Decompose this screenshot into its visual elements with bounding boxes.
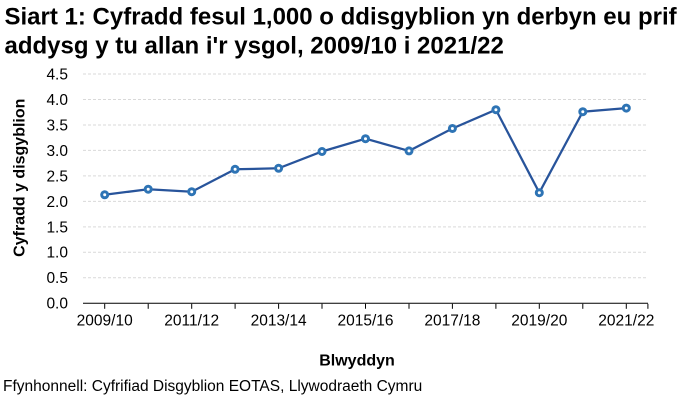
svg-text:4.0: 4.0: [46, 92, 68, 109]
svg-text:2011/12: 2011/12: [164, 313, 219, 330]
svg-text:addysg y tu allan i'r ysgol, 2: addysg y tu allan i'r ysgol, 2009/10 i 2…: [5, 32, 504, 59]
svg-text:1.0: 1.0: [46, 245, 68, 262]
svg-text:2013/14: 2013/14: [251, 313, 307, 330]
svg-text:Blwyddyn: Blwyddyn: [319, 353, 395, 370]
svg-text:2019/20: 2019/20: [511, 313, 567, 330]
svg-text:3.0: 3.0: [46, 143, 68, 160]
svg-text:Ffynhonnell: Cyfrifiad Disgybl: Ffynhonnell: Cyfrifiad Disgyblion EOTAS,…: [3, 378, 422, 395]
svg-text:2017/18: 2017/18: [424, 313, 480, 330]
svg-text:2009/10: 2009/10: [77, 313, 133, 330]
svg-text:1.5: 1.5: [46, 219, 68, 236]
svg-text:2.0: 2.0: [46, 194, 68, 211]
svg-text:3.5: 3.5: [46, 117, 68, 134]
svg-text:0.5: 0.5: [46, 270, 68, 287]
svg-text:0.0: 0.0: [46, 296, 68, 313]
svg-text:Cyfradd y disgyblion: Cyfradd y disgyblion: [12, 99, 29, 257]
svg-text:2.5: 2.5: [46, 168, 68, 185]
svg-text:Siart 1: Cyfradd fesul 1,000 o: Siart 1: Cyfradd fesul 1,000 o ddisgybli…: [5, 3, 678, 30]
svg-text:2021/22: 2021/22: [598, 313, 654, 330]
svg-text:4.5: 4.5: [46, 66, 68, 83]
svg-text:2015/16: 2015/16: [337, 313, 393, 330]
